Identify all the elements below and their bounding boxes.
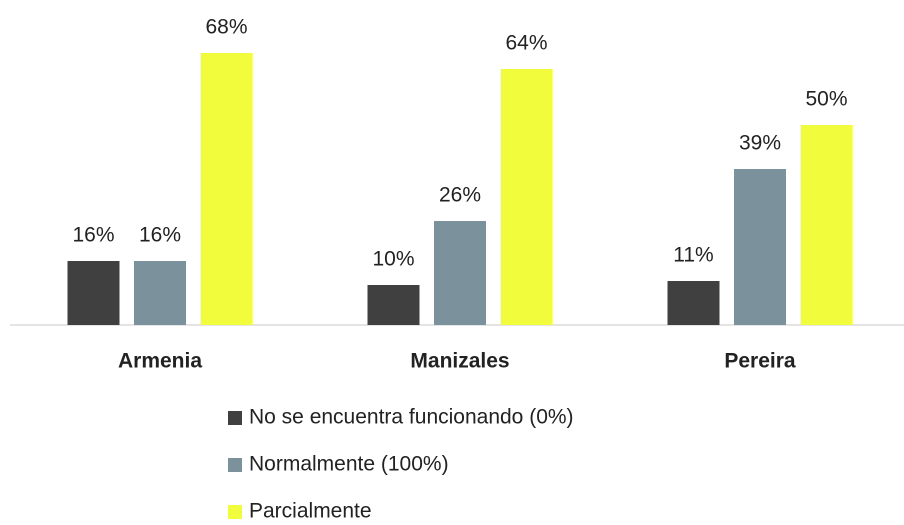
data-label: 16% — [72, 224, 114, 247]
bar — [434, 221, 486, 325]
data-label: 10% — [372, 248, 414, 271]
data-label: 26% — [439, 184, 481, 207]
bar — [800, 125, 853, 325]
legend-label: Parcialmente — [249, 500, 372, 523]
data-label: 11% — [673, 244, 713, 267]
legend-swatch — [228, 458, 242, 472]
x-tick-label: Manizales — [410, 350, 509, 373]
legend-swatch — [228, 505, 242, 519]
bar — [134, 261, 186, 325]
x-tick-label: Armenia — [118, 350, 202, 373]
bar — [67, 261, 120, 325]
bar — [200, 53, 253, 325]
data-label: 39% — [739, 132, 781, 155]
bar — [667, 281, 720, 325]
legend-swatch — [228, 411, 242, 425]
bar — [500, 69, 553, 325]
legend-label: Normalmente (100%) — [249, 453, 449, 476]
data-label: 68% — [205, 16, 247, 39]
bar — [734, 169, 786, 325]
legend-label: No se encuentra funcionando (0%) — [249, 406, 574, 429]
data-label: 64% — [505, 32, 547, 55]
x-tick-label: Pereira — [724, 350, 796, 373]
data-label: 50% — [805, 88, 847, 111]
data-label: 16% — [139, 224, 181, 247]
bar — [367, 285, 420, 325]
